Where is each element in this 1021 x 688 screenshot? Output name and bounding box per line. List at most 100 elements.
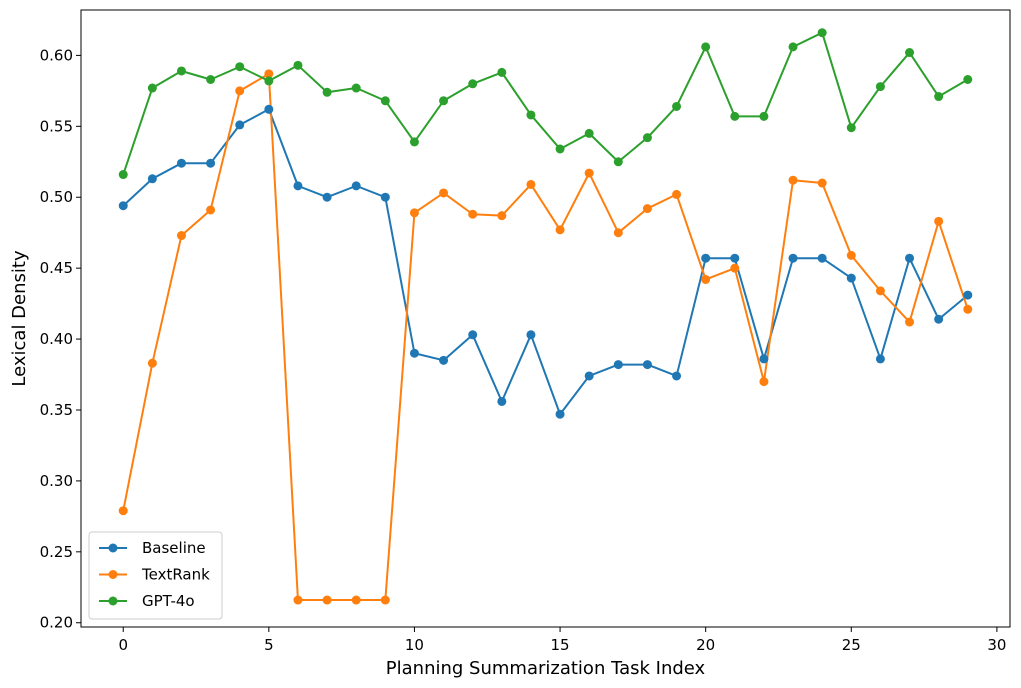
data-point-textrank	[351, 595, 361, 605]
data-point-baseline	[817, 253, 827, 263]
data-point-textrank	[788, 175, 798, 185]
y-tick-label: 0.30	[40, 472, 73, 490]
y-tick-label: 0.35	[40, 401, 73, 419]
data-point-gpt-4o	[759, 111, 769, 121]
data-point-baseline	[730, 253, 740, 263]
data-point-textrank	[293, 595, 303, 605]
x-tick-label: 5	[264, 636, 274, 654]
x-tick-label: 20	[696, 636, 715, 654]
data-point-textrank	[380, 595, 390, 605]
data-point-gpt-4o	[206, 75, 216, 84]
data-point-baseline	[875, 354, 885, 364]
x-tick-label: 30	[987, 636, 1006, 654]
data-point-gpt-4o	[264, 76, 274, 86]
data-point-gpt-4o	[439, 96, 449, 106]
data-point-baseline	[380, 192, 390, 202]
data-point-baseline	[235, 120, 245, 130]
data-point-gpt-4o	[322, 87, 332, 97]
data-point-textrank	[875, 286, 885, 296]
x-axis-label: Planning Summarization Task Index	[386, 658, 706, 679]
data-point-textrank	[934, 216, 944, 226]
data-point-gpt-4o	[701, 42, 711, 52]
x-tick-label: 15	[551, 636, 570, 654]
data-point-baseline	[788, 253, 798, 263]
data-point-gpt-4o	[235, 62, 245, 72]
data-point-baseline	[613, 360, 623, 370]
data-point-textrank	[584, 168, 594, 178]
data-point-gpt-4o	[351, 83, 361, 93]
y-tick-label: 0.55	[40, 117, 73, 135]
legend-marker-gpt-4o	[108, 596, 118, 606]
series-line-textrank	[122, 72, 969, 602]
data-point-baseline	[642, 360, 652, 370]
data-point-baseline	[555, 409, 565, 419]
data-point-gpt-4o	[526, 110, 536, 120]
data-point-textrank	[672, 189, 682, 199]
data-point-baseline	[672, 371, 682, 381]
x-tick-label: 0	[118, 636, 128, 654]
data-point-gpt-4o	[293, 60, 303, 70]
data-point-baseline	[147, 174, 157, 184]
data-point-gpt-4o	[730, 111, 740, 121]
data-point-textrank	[730, 263, 740, 273]
data-point-textrank	[118, 506, 128, 516]
data-point-gpt-4o	[672, 101, 682, 111]
data-point-textrank	[264, 69, 274, 79]
data-point-baseline	[526, 330, 536, 340]
data-point-gpt-4o	[817, 28, 827, 38]
data-point-gpt-4o	[788, 42, 798, 52]
data-point-baseline	[409, 348, 419, 358]
data-point-textrank	[817, 178, 827, 188]
data-point-textrank	[963, 304, 973, 314]
data-point-baseline	[118, 201, 128, 211]
data-point-gpt-4o	[934, 92, 944, 102]
data-point-baseline	[584, 371, 594, 381]
data-point-gpt-4o	[176, 66, 186, 76]
data-point-textrank	[468, 209, 478, 219]
data-point-baseline	[759, 354, 769, 364]
data-point-textrank	[235, 86, 245, 96]
data-point-textrank	[555, 225, 565, 235]
data-point-gpt-4o	[584, 128, 594, 138]
data-point-baseline	[176, 158, 186, 168]
data-point-baseline	[934, 314, 944, 324]
data-point-gpt-4o	[963, 75, 973, 84]
data-point-textrank	[701, 274, 711, 284]
data-point-textrank	[322, 595, 332, 605]
y-axis-label: Lexical Density	[9, 250, 30, 387]
data-point-gpt-4o	[468, 79, 478, 89]
series-line-gpt-4o	[122, 31, 969, 175]
data-point-textrank	[409, 208, 419, 218]
y-axis-ticks: 0.20 0.25 0.30 0.35 0.40 0.45 0.50 0.55 0.60	[40, 46, 81, 632]
data-point-gpt-4o	[613, 157, 623, 167]
data-point-gpt-4o	[118, 170, 128, 180]
data-point-baseline	[264, 104, 274, 114]
data-point-textrank	[206, 205, 216, 215]
data-point-textrank	[613, 228, 623, 238]
data-point-gpt-4o	[875, 82, 885, 92]
data-point-gpt-4o	[380, 96, 390, 106]
x-tick-label: 10	[405, 636, 424, 654]
data-point-textrank	[846, 250, 856, 260]
data-point-gpt-4o	[846, 123, 856, 133]
legend-label-textrank: TextRank	[141, 566, 210, 584]
legend-marker-baseline	[108, 543, 118, 553]
data-point-gpt-4o	[409, 137, 419, 147]
legend-label-gpt-4o: GPT-4o	[142, 592, 195, 610]
data-point-baseline	[206, 158, 216, 168]
data-point-baseline	[322, 192, 332, 202]
data-point-gpt-4o	[642, 133, 652, 143]
y-tick-label: 0.20	[40, 614, 73, 632]
plot-area	[81, 10, 1010, 627]
data-point-textrank	[526, 179, 536, 189]
y-tick-label: 0.45	[40, 259, 73, 277]
data-point-baseline	[293, 181, 303, 191]
y-tick-label: 0.40	[40, 330, 73, 348]
data-point-textrank	[905, 317, 915, 327]
y-tick-label: 0.25	[40, 543, 73, 561]
x-axis-ticks: 0 5 10 15 20 25 30	[118, 627, 1006, 654]
series-line-baseline	[122, 108, 969, 416]
legend-box	[88, 531, 223, 620]
data-point-textrank	[147, 358, 157, 368]
